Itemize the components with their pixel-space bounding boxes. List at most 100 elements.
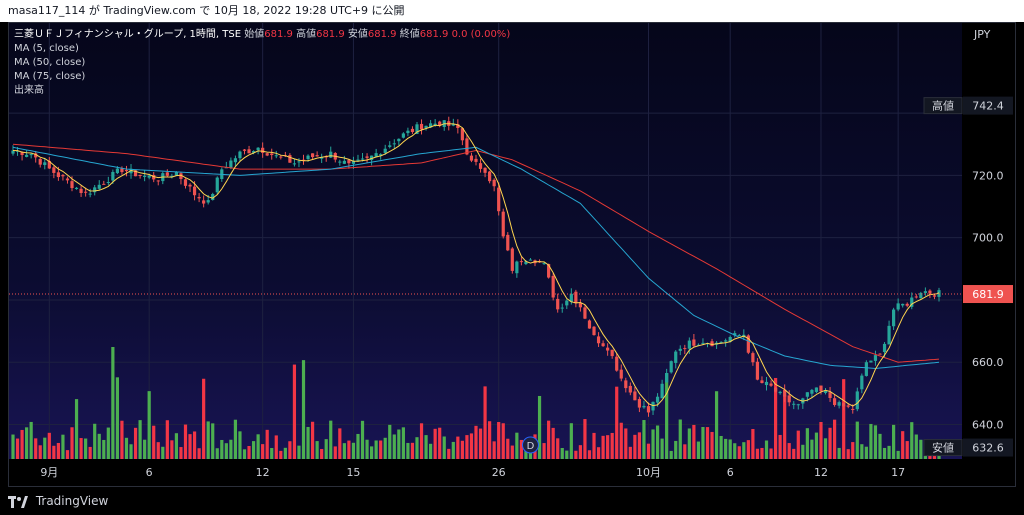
candle-body	[202, 200, 206, 204]
candle-body	[115, 168, 120, 174]
volume-bar	[460, 440, 464, 459]
volume-bar	[65, 450, 70, 459]
footer-brand[interactable]: TradingView	[35, 494, 109, 508]
price-chart[interactable]: JPY 640.0 660.0 700.0 720.0 9月 6 12 15 26 10月 6 12…	[9, 23, 1015, 486]
candle-body	[102, 183, 106, 185]
candle-body	[206, 200, 210, 203]
candle-body	[351, 160, 356, 164]
volume-bar	[442, 436, 446, 459]
candle-body	[469, 155, 474, 161]
price-axis[interactable]	[962, 23, 1015, 486]
volume-bar	[297, 445, 301, 459]
candle-body	[587, 320, 592, 329]
candle-body	[560, 307, 564, 309]
x-tick-label: 6	[727, 466, 734, 479]
candle-body	[88, 193, 92, 195]
volume-bar	[592, 432, 596, 459]
volume-bar	[20, 429, 24, 459]
candle-body	[170, 175, 174, 177]
candle-body	[860, 375, 864, 390]
candle-body	[483, 167, 487, 173]
candle-body	[846, 405, 850, 407]
volume-bar	[524, 448, 528, 459]
chart-pane[interactable]: JPY 640.0 660.0 700.0 720.0 9月 6 12 15 26 10月 6 12…	[8, 22, 1016, 487]
volume-bar	[537, 395, 542, 459]
candle-body	[596, 336, 601, 344]
volume-bar	[692, 424, 696, 459]
time-axis[interactable]	[9, 459, 962, 486]
volume-bar	[97, 433, 101, 459]
price-markers: 高値 742.4 681.9 安値 632.6 D	[521, 96, 1013, 457]
candle-body	[197, 196, 201, 199]
candle-body	[937, 290, 941, 297]
volume-bar	[38, 445, 42, 459]
volume-bar	[746, 440, 750, 459]
volume-bar	[415, 437, 419, 459]
candle-body	[419, 123, 424, 130]
candle-body	[642, 405, 646, 408]
volume-bar	[506, 438, 510, 459]
candle-body	[674, 351, 678, 363]
volume-bar	[147, 391, 151, 459]
candle-body	[93, 187, 97, 193]
candle-body	[919, 292, 923, 299]
volume-bar	[292, 364, 297, 459]
volume-bar	[288, 441, 292, 459]
candle-body	[165, 172, 169, 176]
volume-bar	[701, 426, 705, 459]
candle-body	[261, 147, 265, 153]
candle-body	[478, 163, 483, 169]
volume-bar	[265, 429, 269, 459]
volume-bar	[456, 436, 460, 459]
candle-body	[787, 395, 791, 403]
volume-bar	[783, 395, 787, 459]
high-marker-label: 高値	[932, 99, 954, 113]
volume-bar	[397, 429, 401, 459]
volume-bar	[342, 443, 346, 459]
candle-body	[310, 153, 315, 158]
candle-body	[256, 147, 260, 151]
candle-body	[578, 303, 583, 308]
candle-body	[56, 172, 60, 178]
candle-body	[905, 303, 909, 306]
volume-bar	[161, 446, 165, 459]
x-tick-label: 10月	[636, 466, 661, 479]
candle-body	[519, 261, 523, 263]
volume-bar	[878, 433, 882, 459]
volume-bar	[183, 424, 188, 459]
candle-body	[488, 171, 492, 182]
legend-ma5[interactable]: MA (5, close)	[14, 43, 79, 54]
volume-bar	[165, 420, 169, 459]
volume-bar	[383, 437, 387, 459]
volume-bar	[837, 447, 841, 459]
candle-body	[547, 263, 551, 278]
volume-bar	[724, 438, 728, 459]
candle-body	[374, 153, 378, 157]
volume-bar	[379, 440, 383, 459]
volume-bar	[106, 427, 110, 459]
volume-bar	[642, 420, 646, 459]
legend-volume[interactable]: 出来高	[14, 85, 44, 96]
candle-body	[233, 158, 238, 163]
candle-body	[773, 387, 778, 392]
candle-body	[242, 149, 247, 151]
candle-body	[388, 145, 392, 147]
symbol-title[interactable]: 三菱ＵＦＪフィナンシャル・グループ, 1時間, TSE	[14, 29, 242, 40]
candle-body	[192, 186, 197, 196]
volume-bar	[910, 422, 914, 459]
candle-body	[710, 341, 714, 347]
candle-body	[724, 340, 728, 342]
candle-body	[619, 369, 623, 379]
candle-body	[288, 155, 292, 163]
volume-bar	[751, 429, 755, 459]
volume-bar	[519, 439, 523, 459]
volume-bar	[637, 432, 642, 459]
candle-body	[251, 151, 256, 153]
volume-bar	[333, 446, 337, 459]
candle-body	[746, 335, 750, 353]
legend-ma50[interactable]: MA (50, close)	[14, 57, 86, 68]
candle-body	[624, 380, 628, 389]
legend-ma75[interactable]: MA (75, close)	[14, 71, 86, 82]
candle-body	[61, 175, 65, 177]
volume-bar	[356, 433, 360, 459]
